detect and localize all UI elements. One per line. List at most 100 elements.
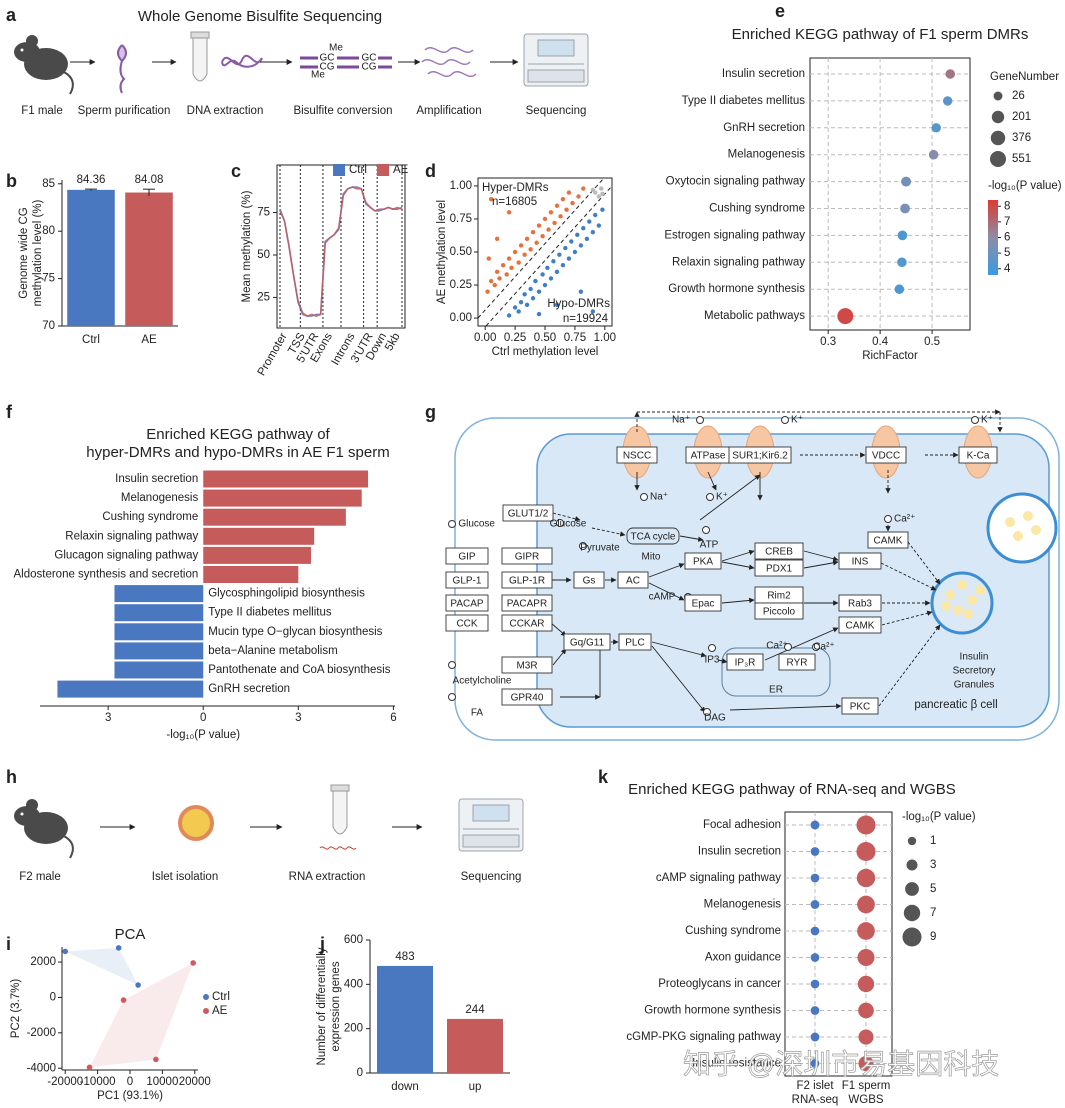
icon-text: GC [320, 53, 335, 64]
panel-letter: j [319, 934, 325, 954]
pathway-node [445, 614, 489, 632]
pathway-arrow [803, 550, 839, 562]
point [554, 302, 560, 308]
pathway-node [445, 571, 489, 589]
point [590, 309, 596, 314]
dna [221, 54, 263, 68]
granule [941, 601, 951, 611]
point [506, 210, 512, 215]
pathway-node [501, 614, 553, 632]
step-label: DNA extraction [187, 105, 264, 117]
value-label: 483 [395, 951, 414, 963]
category-label: Oxytocin signaling pathway [666, 176, 806, 188]
category-label: Cushing syndrome [709, 203, 805, 215]
mouse-head [14, 42, 40, 62]
tube-cap [330, 784, 350, 792]
node-label: Rim2 [767, 591, 791, 602]
legend-marker [203, 1008, 209, 1014]
legend-title: -log₁₀(P value) [902, 811, 976, 823]
category-label: Cushing syndrome [685, 925, 781, 937]
workflow-title: Whole Genome Bisulfite Sequencing [138, 8, 382, 25]
dot [810, 820, 820, 830]
point [120, 997, 127, 1003]
x-tick-label: 0.3 [820, 336, 836, 348]
ligand [703, 708, 711, 716]
point [534, 240, 539, 245]
y-axis-label: Number of differentially [316, 947, 328, 1065]
point [578, 289, 584, 294]
pathway-node [838, 616, 882, 634]
point [596, 223, 602, 228]
category-label: Mucin type O−glycan biosynthesis [208, 626, 382, 638]
x-tick-label: -10000 [80, 1076, 116, 1088]
pathway-text: cAMP [649, 592, 676, 603]
ligand [884, 515, 892, 523]
pathway-text: K⁺ [791, 415, 803, 426]
x-axis-label: Ctrl methylation level [492, 346, 599, 358]
tube [332, 789, 348, 835]
ligand [448, 693, 456, 701]
legend-title: GeneNumber [990, 71, 1059, 83]
point [569, 239, 574, 244]
annotation: n=16805 [492, 196, 537, 208]
pathway-node [445, 547, 489, 565]
pathway-node [573, 571, 605, 589]
dot [857, 975, 875, 993]
dot [897, 230, 908, 241]
x-axis-label: RichFactor [862, 350, 918, 362]
panel-letter: k [598, 767, 609, 787]
x-tick-label: F2 islet [796, 1080, 834, 1092]
node-label: Rab3 [848, 599, 872, 610]
category-label: Insulin secretion [115, 473, 198, 485]
point [599, 186, 604, 191]
point [494, 236, 500, 241]
point [546, 227, 551, 232]
node-label: CCKAR [509, 619, 544, 630]
legend-label: 1 [930, 835, 936, 847]
node-label: CAMK [874, 536, 903, 547]
pathway-text: DAG [704, 713, 726, 724]
point [572, 249, 578, 255]
point [545, 265, 550, 271]
y-tick-label: 0 [357, 1067, 363, 1079]
diagonal-guide [485, 185, 613, 327]
pathway-text: FA [471, 708, 484, 719]
dot [857, 895, 875, 914]
x-tick-label: up [469, 1081, 482, 1093]
mouse-head [14, 806, 40, 826]
pathway-node [501, 656, 553, 674]
pathway-arrow [878, 624, 941, 707]
pathway-text: Glucose [550, 519, 587, 530]
pathway-arrow [764, 627, 839, 661]
ligand [640, 493, 648, 501]
x-tick-label: 0 [200, 712, 206, 724]
point [509, 265, 514, 271]
granule [945, 590, 955, 600]
sperm [117, 44, 127, 94]
point [596, 194, 602, 199]
point [533, 278, 538, 284]
point [536, 223, 542, 228]
point [600, 207, 605, 212]
pathway-arrow [591, 527, 626, 537]
dot [928, 149, 939, 160]
pathway-node [501, 547, 553, 565]
point [570, 200, 575, 206]
step-label: Sequencing [526, 105, 587, 117]
value-label: 84.08 [135, 174, 164, 186]
point [576, 194, 581, 199]
colorbar-label: 5 [1004, 247, 1010, 259]
point [524, 302, 530, 308]
step-label: F2 male [19, 871, 61, 883]
mouse-tail [63, 835, 74, 859]
category-label: Melanogenesis [704, 899, 782, 911]
node-label: PACAP [450, 599, 483, 610]
pathway-arrow [651, 641, 707, 658]
icon-text: GC [362, 53, 377, 64]
dot [810, 953, 820, 962]
pathway-arrow [717, 658, 728, 664]
category-label: Melanogenesis [728, 149, 806, 161]
point [153, 1056, 159, 1063]
pathway-text: K⁺ [981, 415, 993, 426]
